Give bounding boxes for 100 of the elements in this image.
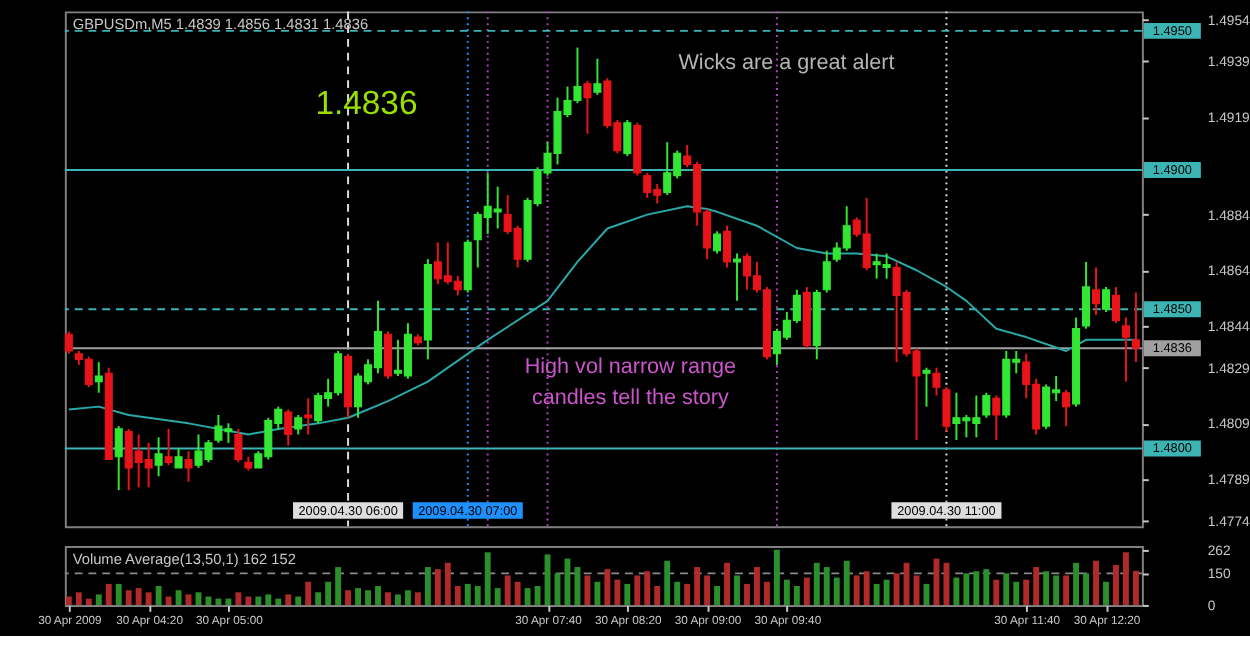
candlestick bbox=[932, 366, 941, 397]
candlestick bbox=[1131, 291, 1140, 364]
bar bbox=[135, 588, 142, 605]
bar bbox=[335, 567, 342, 605]
candlestick bbox=[723, 224, 732, 269]
bar bbox=[494, 588, 501, 605]
candlestick bbox=[713, 230, 722, 255]
bar bbox=[823, 567, 830, 605]
candlestick bbox=[154, 436, 163, 478]
bar bbox=[115, 583, 122, 605]
bar bbox=[833, 577, 840, 605]
bar bbox=[604, 569, 611, 605]
candlestick bbox=[1062, 388, 1071, 428]
bar bbox=[1053, 575, 1060, 605]
bar bbox=[793, 586, 800, 605]
bar bbox=[594, 581, 601, 605]
bar bbox=[1083, 573, 1089, 605]
bar bbox=[584, 575, 591, 605]
bar bbox=[524, 588, 531, 605]
annotation: 1.4836 bbox=[315, 83, 418, 122]
bar bbox=[614, 579, 621, 605]
bar bbox=[1043, 571, 1050, 605]
bar bbox=[1033, 567, 1040, 605]
bar bbox=[514, 581, 521, 605]
bar bbox=[145, 592, 152, 605]
bar bbox=[734, 575, 740, 605]
candlestick bbox=[284, 408, 293, 447]
bar bbox=[744, 583, 750, 605]
candlestick bbox=[1111, 285, 1120, 325]
candlestick bbox=[164, 427, 173, 467]
bar bbox=[404, 590, 411, 605]
bar bbox=[813, 562, 820, 605]
bar bbox=[105, 583, 112, 605]
candlestick bbox=[184, 450, 193, 483]
bar bbox=[674, 581, 681, 605]
bar bbox=[385, 592, 391, 605]
bar bbox=[783, 579, 790, 605]
candlestick bbox=[922, 366, 931, 408]
bar bbox=[464, 583, 471, 605]
bar bbox=[993, 579, 1000, 605]
candlestick bbox=[942, 386, 951, 433]
candlestick bbox=[623, 118, 632, 158]
bar bbox=[883, 579, 890, 605]
bar bbox=[654, 586, 661, 605]
annotation: Wicks are a great alert bbox=[678, 50, 895, 75]
bar bbox=[75, 592, 82, 605]
candlestick bbox=[583, 79, 592, 135]
candlestick bbox=[463, 238, 472, 294]
bar bbox=[1013, 581, 1020, 605]
candlestick bbox=[64, 330, 73, 355]
bar bbox=[295, 596, 302, 605]
bar bbox=[235, 592, 242, 605]
bar bbox=[694, 567, 701, 605]
candlestick bbox=[174, 447, 183, 469]
bar bbox=[634, 575, 641, 605]
bar bbox=[664, 560, 671, 605]
bar bbox=[395, 594, 401, 605]
bar bbox=[1003, 573, 1010, 605]
bar bbox=[853, 575, 860, 605]
candlestick bbox=[304, 397, 313, 436]
bar bbox=[724, 562, 730, 605]
bar bbox=[85, 598, 92, 605]
bar bbox=[893, 573, 900, 605]
candlestick bbox=[94, 361, 103, 394]
bar bbox=[245, 596, 252, 605]
bar bbox=[803, 577, 810, 605]
bar bbox=[265, 594, 272, 605]
bar bbox=[1113, 564, 1119, 605]
candlestick bbox=[1101, 285, 1111, 313]
bar bbox=[315, 592, 322, 605]
bar bbox=[773, 549, 780, 605]
bar bbox=[1123, 552, 1129, 605]
candlestick bbox=[1121, 316, 1130, 383]
bar bbox=[1063, 575, 1070, 605]
bar bbox=[943, 562, 950, 605]
line-series bbox=[67, 205, 1137, 436]
bar bbox=[504, 575, 511, 605]
candlestick bbox=[383, 330, 392, 380]
candlestick bbox=[732, 252, 742, 302]
bar bbox=[1023, 579, 1030, 605]
bar bbox=[454, 586, 461, 605]
candlestick bbox=[1082, 260, 1091, 330]
bar bbox=[973, 571, 980, 605]
candlestick bbox=[633, 121, 642, 177]
bar bbox=[624, 583, 631, 605]
bar bbox=[1103, 581, 1109, 605]
bar bbox=[684, 583, 691, 605]
bar bbox=[444, 562, 451, 605]
bar bbox=[704, 575, 711, 605]
bar bbox=[534, 586, 541, 605]
bar bbox=[953, 577, 960, 605]
candlestick bbox=[822, 249, 831, 294]
candlestick bbox=[1092, 266, 1101, 316]
bar bbox=[484, 552, 491, 605]
bar bbox=[95, 594, 102, 605]
bar bbox=[434, 569, 441, 605]
bar bbox=[215, 598, 222, 605]
bar bbox=[863, 571, 870, 605]
bar bbox=[325, 581, 332, 605]
candlestick bbox=[593, 57, 602, 96]
